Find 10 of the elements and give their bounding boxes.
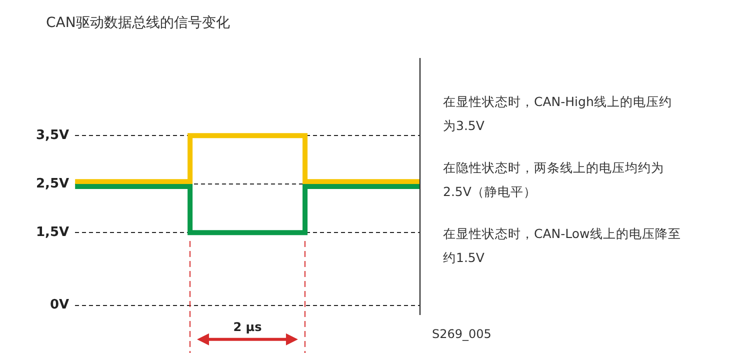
text: S269_005: [432, 327, 492, 341]
chart-title: CAN驱动数据总线的信号变化: [46, 14, 230, 32]
text: 在显性状态时，CAN-High线上的电压约为3.5V: [443, 93, 673, 135]
y-tick-label: 1,5V: [36, 224, 70, 240]
y-tick-label: 2,5V: [36, 176, 70, 192]
y-tick-label: 3,5V: [36, 128, 70, 143]
text: 在显性状态时，CAN-Low线上的电压降至约1.5V: [443, 225, 682, 267]
y-tick-label: 0V: [50, 298, 70, 313]
text: 2 μs: [232, 320, 263, 334]
text: 在隐性状态时，两条线上的电压均约为2.5V（静电平）: [443, 159, 665, 201]
